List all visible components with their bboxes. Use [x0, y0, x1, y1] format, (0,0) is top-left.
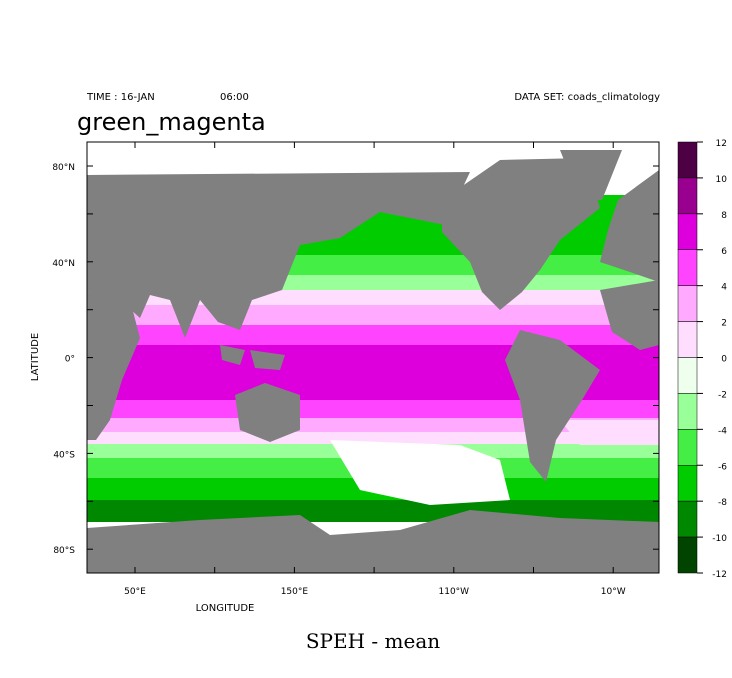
colorbar-label: -6	[718, 462, 727, 472]
colorbar-label: 0	[721, 355, 727, 365]
colorbar-label: -10	[712, 534, 727, 544]
dataset-label: DATA SET: coads_climatology	[514, 92, 660, 103]
x-tick-label: 110°W	[439, 587, 470, 597]
ocean-band	[87, 325, 659, 345]
colorbar-label: -2	[718, 390, 727, 400]
y-tick-label: 80°N	[52, 163, 75, 173]
map	[86, 141, 660, 574]
colorbar-swatch	[677, 429, 698, 466]
y-tick-label: 80°S	[53, 546, 75, 556]
colorbar-label: 12	[716, 139, 727, 149]
colorbar-label: -12	[712, 570, 727, 580]
colorbar-label: 2	[721, 319, 727, 329]
colorbar-swatch	[677, 393, 698, 430]
land	[220, 345, 285, 370]
land	[87, 172, 470, 338]
colorbar: 12 10 8 6 4 2 0 -2 -4 -6 -8 -10 -12	[677, 139, 728, 580]
land	[600, 280, 659, 350]
colorbar-label: -4	[718, 426, 727, 436]
clock-label: 06:00	[220, 92, 249, 103]
ocean-band	[87, 418, 659, 432]
caption: SPEH - mean	[306, 629, 440, 653]
colorbar-swatch	[677, 357, 698, 394]
land	[87, 292, 140, 440]
colorbar-swatch	[677, 249, 698, 286]
title: green_magenta	[77, 108, 266, 136]
ticks: 80°N 40°N 0° 40°S 80°S 50°E 150°E 110°W 10°W	[52, 142, 659, 597]
colorbar-label: 8	[721, 211, 727, 221]
colorbar-swatch	[677, 285, 698, 322]
colorbar-swatch	[677, 213, 698, 250]
y-tick-label: 0°	[65, 355, 75, 365]
ocean-band	[87, 305, 659, 325]
y-tick-label: 40°N	[52, 259, 75, 269]
land	[442, 158, 600, 310]
x-tick-label: 150°E	[281, 587, 309, 597]
y-axis-label: LATITUDE	[30, 333, 41, 381]
ocean-patch	[330, 440, 510, 505]
land	[600, 170, 659, 282]
ocean-patch	[560, 420, 659, 445]
ocean-band	[87, 400, 659, 418]
colorbar-label: 4	[721, 283, 727, 293]
colorbar-swatch	[677, 500, 698, 538]
land	[235, 383, 300, 442]
colorbar-swatch	[677, 465, 698, 502]
x-tick-label: 10°W	[601, 587, 626, 597]
x-axis-label: LONGITUDE	[196, 603, 255, 614]
colorbar-swatch	[677, 321, 698, 358]
x-tick-label: 50°E	[124, 587, 146, 597]
land	[87, 510, 659, 573]
colorbar-swatch	[677, 177, 698, 215]
colorbar-swatch	[677, 536, 698, 574]
colorbar-label: -8	[718, 498, 727, 508]
colorbar-swatch	[677, 141, 698, 179]
time-label: TIME : 16-JAN	[86, 92, 155, 103]
ocean-band	[87, 432, 659, 444]
colorbar-label: 10	[716, 175, 728, 185]
y-tick-label: 40°S	[53, 450, 75, 460]
colorbar-label: 6	[721, 247, 727, 257]
land	[505, 330, 600, 482]
land	[560, 150, 622, 200]
